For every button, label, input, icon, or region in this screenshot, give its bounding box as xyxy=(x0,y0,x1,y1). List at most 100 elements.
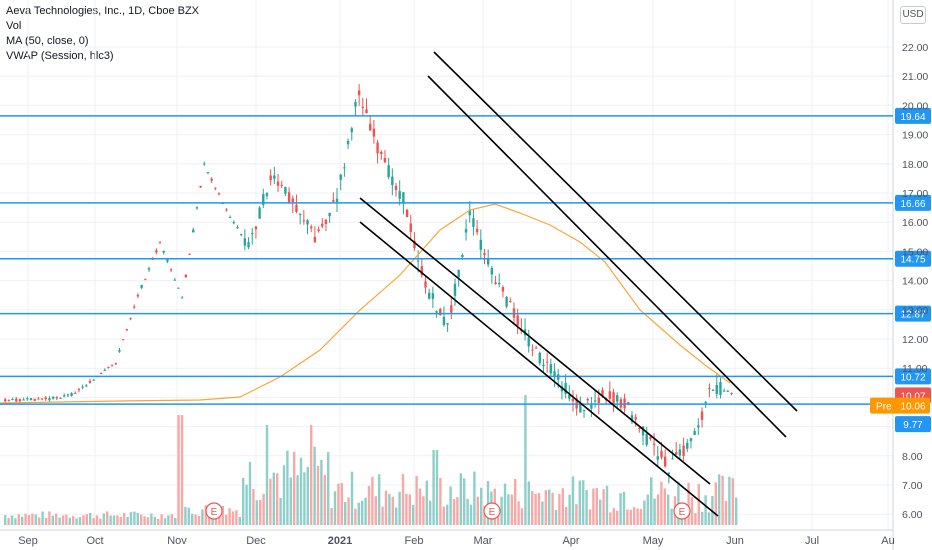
candle-body xyxy=(616,395,619,402)
volume-bar xyxy=(238,516,241,525)
volume-bar xyxy=(650,477,653,525)
candle-body xyxy=(531,349,534,351)
volume-bar xyxy=(548,489,551,525)
candle-body xyxy=(177,287,180,289)
candle-body xyxy=(498,282,501,285)
candle-body xyxy=(210,178,213,181)
pre-price-label: 10.06 xyxy=(900,402,925,413)
volume-bar xyxy=(170,514,173,525)
candle-body xyxy=(180,297,184,299)
volume-bar xyxy=(279,497,282,525)
level-label: 16.66 xyxy=(900,199,925,210)
y-tick-label: 15.00 xyxy=(902,246,928,258)
legend-vwap[interactable]: VWAP (Session, hlc3) xyxy=(6,50,114,62)
volume-bar xyxy=(313,446,316,525)
volume-bar xyxy=(197,515,201,525)
volume-bar xyxy=(551,492,554,525)
volume-bar xyxy=(524,395,527,525)
candle-body xyxy=(516,315,519,326)
volume-bar xyxy=(102,513,105,525)
candle-body xyxy=(357,90,361,96)
candle-body xyxy=(118,350,121,352)
candle-body xyxy=(214,187,217,189)
candle-body xyxy=(608,391,612,399)
volume-bar xyxy=(531,491,534,525)
volume-bar xyxy=(140,514,143,525)
candle-body xyxy=(169,269,173,271)
volume-bar xyxy=(184,507,187,525)
volume-bar xyxy=(89,512,92,525)
candle-body xyxy=(649,436,652,439)
volume-bar xyxy=(639,508,643,525)
volume-bar xyxy=(344,501,347,525)
level-label: 9.77 xyxy=(903,420,923,431)
candle-body xyxy=(70,392,73,396)
volume-bar xyxy=(565,506,568,525)
volume-bar xyxy=(541,501,544,525)
volume-bar xyxy=(578,480,581,525)
candle-body xyxy=(321,223,324,227)
candle-body xyxy=(166,259,169,262)
volume-bar xyxy=(228,508,231,525)
volume-bar xyxy=(520,508,524,525)
x-tick-label: Nov xyxy=(167,535,187,547)
volume-bar xyxy=(388,493,391,525)
candle-body xyxy=(486,259,490,265)
candle-body xyxy=(719,381,722,396)
candle-body xyxy=(420,266,424,276)
legend-ma[interactable]: MA (50, close, 0) xyxy=(6,35,89,47)
candle-body xyxy=(4,399,7,402)
candle-body xyxy=(236,227,239,229)
candle-body xyxy=(534,347,538,349)
currency-button[interactable]: USD xyxy=(900,6,926,24)
volume-bar xyxy=(323,474,326,525)
candle-body xyxy=(376,142,379,154)
volume-bar xyxy=(429,500,432,525)
candle-body xyxy=(33,398,36,401)
legend-title[interactable]: Aeva Technologies, Inc., 1D, Cboe BZX xyxy=(6,5,200,17)
y-tick-label: 20.00 xyxy=(902,100,928,112)
volume-bar xyxy=(95,515,99,525)
legend-vol[interactable]: Vol xyxy=(6,20,22,32)
volume-bar xyxy=(616,510,619,525)
volume-bar xyxy=(585,490,588,525)
candle-body xyxy=(158,242,162,244)
volume-bar xyxy=(27,515,31,525)
candle-body xyxy=(704,402,707,404)
candle-body xyxy=(638,428,641,430)
candle-body xyxy=(339,174,342,180)
volume-bar xyxy=(378,474,381,525)
volume-bar xyxy=(286,450,289,525)
volume-bar xyxy=(248,461,252,525)
level-label-bg xyxy=(895,107,931,124)
earnings-marker-label: E xyxy=(679,507,686,518)
candle-body xyxy=(479,239,483,250)
level-label-bg xyxy=(895,416,931,433)
volume-bar xyxy=(41,511,44,525)
candle-body xyxy=(380,151,383,155)
volume-bar xyxy=(452,498,456,525)
volume-bar xyxy=(643,500,646,525)
volume-bar xyxy=(180,415,184,525)
volume-bar xyxy=(568,494,571,525)
y-tick-label: 11.00 xyxy=(902,363,928,375)
volume-bar xyxy=(721,475,724,525)
volume-bar xyxy=(350,471,354,525)
volume-bar xyxy=(265,425,269,525)
volume-bar xyxy=(469,504,473,525)
candle-body xyxy=(7,399,11,401)
candle-body xyxy=(542,364,545,367)
candle-body xyxy=(217,193,221,195)
volume-bar xyxy=(354,508,357,525)
volume-bar xyxy=(646,494,649,525)
candle-body xyxy=(568,395,571,399)
volume-bar xyxy=(599,499,602,525)
candle-body xyxy=(140,284,143,288)
candle-body xyxy=(372,128,376,137)
candle-body xyxy=(99,372,103,374)
candle-body xyxy=(711,390,715,392)
candle-body xyxy=(424,281,427,288)
volume-bar xyxy=(667,494,670,525)
moving-average-line xyxy=(0,203,731,404)
